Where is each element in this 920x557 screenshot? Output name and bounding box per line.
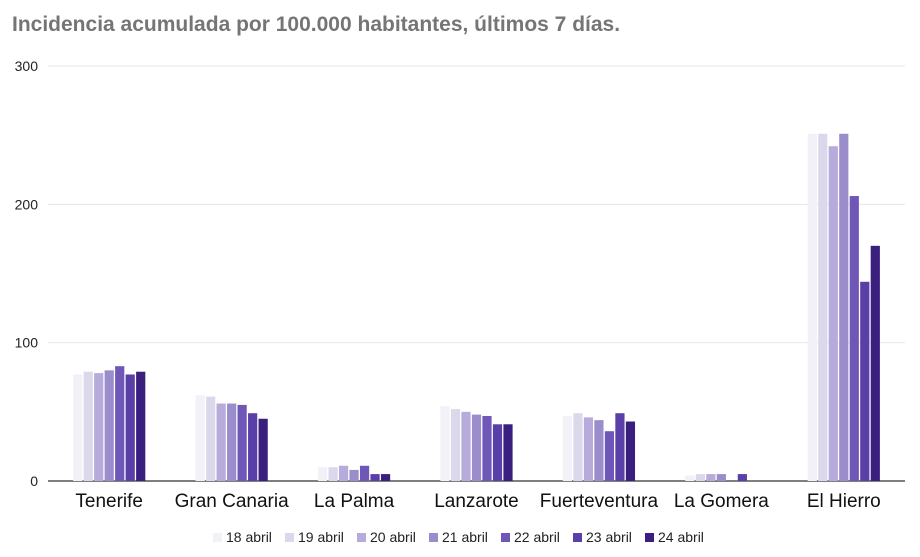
bar bbox=[237, 404, 247, 481]
bar bbox=[450, 409, 461, 481]
legend-label: 23 abril bbox=[586, 529, 632, 545]
bar bbox=[849, 196, 859, 482]
bar bbox=[349, 469, 359, 481]
bar bbox=[583, 417, 594, 481]
bar bbox=[216, 403, 226, 481]
x-tick-label: Gran Canaria bbox=[175, 491, 289, 512]
bar bbox=[685, 475, 695, 481]
y-tick-label: 300 bbox=[15, 58, 39, 74]
legend-swatch bbox=[285, 533, 294, 542]
bar bbox=[227, 403, 237, 481]
legend-item: 18 abril bbox=[213, 529, 272, 545]
x-tick-label: La Palma bbox=[314, 491, 395, 512]
legend-label: 24 abril bbox=[658, 529, 704, 545]
x-tick-label: Lanzarote bbox=[434, 491, 519, 512]
bar bbox=[573, 413, 583, 481]
legend-label: 19 abril bbox=[298, 529, 344, 545]
legend-swatch bbox=[213, 533, 222, 542]
bar bbox=[594, 420, 604, 481]
bars bbox=[73, 133, 880, 482]
bar bbox=[828, 146, 838, 481]
legend-swatch bbox=[357, 533, 366, 542]
x-tick-label: El Hierro bbox=[807, 491, 881, 512]
bar bbox=[860, 281, 870, 481]
bar-group bbox=[195, 395, 268, 481]
chart-title: Incidencia acumulada por 100.000 habitan… bbox=[12, 13, 621, 36]
x-tick-label: Tenerife bbox=[75, 491, 143, 512]
bar bbox=[136, 371, 146, 481]
bar bbox=[695, 474, 705, 481]
bar bbox=[104, 370, 114, 481]
y-tick-label: 200 bbox=[15, 196, 39, 212]
y-axis: 0 100 200 300 bbox=[15, 58, 39, 489]
legend-item: 24 abril bbox=[645, 529, 704, 545]
bar bbox=[248, 413, 258, 481]
bar bbox=[716, 474, 726, 481]
bar bbox=[370, 474, 380, 481]
bar bbox=[562, 415, 573, 481]
legend-swatch bbox=[645, 533, 654, 542]
bar-group bbox=[317, 465, 391, 481]
bar bbox=[83, 371, 93, 481]
bar bbox=[258, 418, 268, 481]
legend-item: 23 abril bbox=[573, 529, 632, 545]
legend-label: 22 abril bbox=[514, 529, 560, 545]
bar bbox=[115, 366, 125, 481]
bar bbox=[503, 424, 513, 481]
bar bbox=[195, 395, 205, 481]
y-tick-label: 100 bbox=[15, 335, 39, 351]
legend-swatch bbox=[573, 533, 582, 542]
bar bbox=[73, 374, 83, 481]
bar bbox=[380, 474, 391, 481]
bar bbox=[94, 373, 104, 481]
bar bbox=[604, 431, 615, 481]
bar-group bbox=[562, 413, 636, 481]
bar bbox=[870, 245, 880, 481]
bar bbox=[206, 396, 216, 481]
x-tick-label: Fuerteventura bbox=[540, 491, 659, 512]
bar bbox=[317, 467, 328, 481]
bar-group bbox=[685, 474, 747, 481]
bar bbox=[492, 424, 503, 481]
bar bbox=[359, 465, 370, 481]
legend-item: 21 abril bbox=[429, 529, 488, 545]
legend-item: 22 abril bbox=[501, 529, 560, 545]
bar-group bbox=[440, 406, 513, 481]
bar bbox=[482, 415, 492, 481]
bar bbox=[461, 411, 471, 481]
bar bbox=[125, 374, 135, 481]
legend-item: 19 abril bbox=[285, 529, 344, 545]
legend-label: 21 abril bbox=[442, 529, 488, 545]
legend-swatch bbox=[429, 533, 438, 542]
legend-item: 20 abril bbox=[357, 529, 416, 545]
legend: 18 abril 19 abril 20 abril 21 abril 22 abril… bbox=[213, 529, 704, 545]
x-tick-label: La Gomera bbox=[674, 491, 769, 512]
bar bbox=[338, 465, 349, 481]
bar-group bbox=[807, 133, 880, 482]
legend-swatch bbox=[501, 533, 510, 542]
bar bbox=[807, 133, 817, 482]
bar bbox=[818, 133, 828, 482]
legend-label: 18 abril bbox=[226, 529, 272, 545]
legend-label: 20 abril bbox=[370, 529, 416, 545]
y-tick-label: 0 bbox=[30, 473, 38, 489]
bar bbox=[328, 467, 338, 481]
bar bbox=[839, 133, 849, 482]
x-axis: Tenerife Gran Canaria La Palma Lanzarote Fue… bbox=[75, 491, 880, 512]
bar bbox=[625, 421, 636, 481]
bar bbox=[471, 414, 482, 481]
bar bbox=[737, 474, 747, 481]
bar bbox=[615, 413, 625, 481]
bar bbox=[440, 406, 450, 481]
bar bbox=[706, 474, 716, 481]
bar-group bbox=[73, 366, 146, 481]
